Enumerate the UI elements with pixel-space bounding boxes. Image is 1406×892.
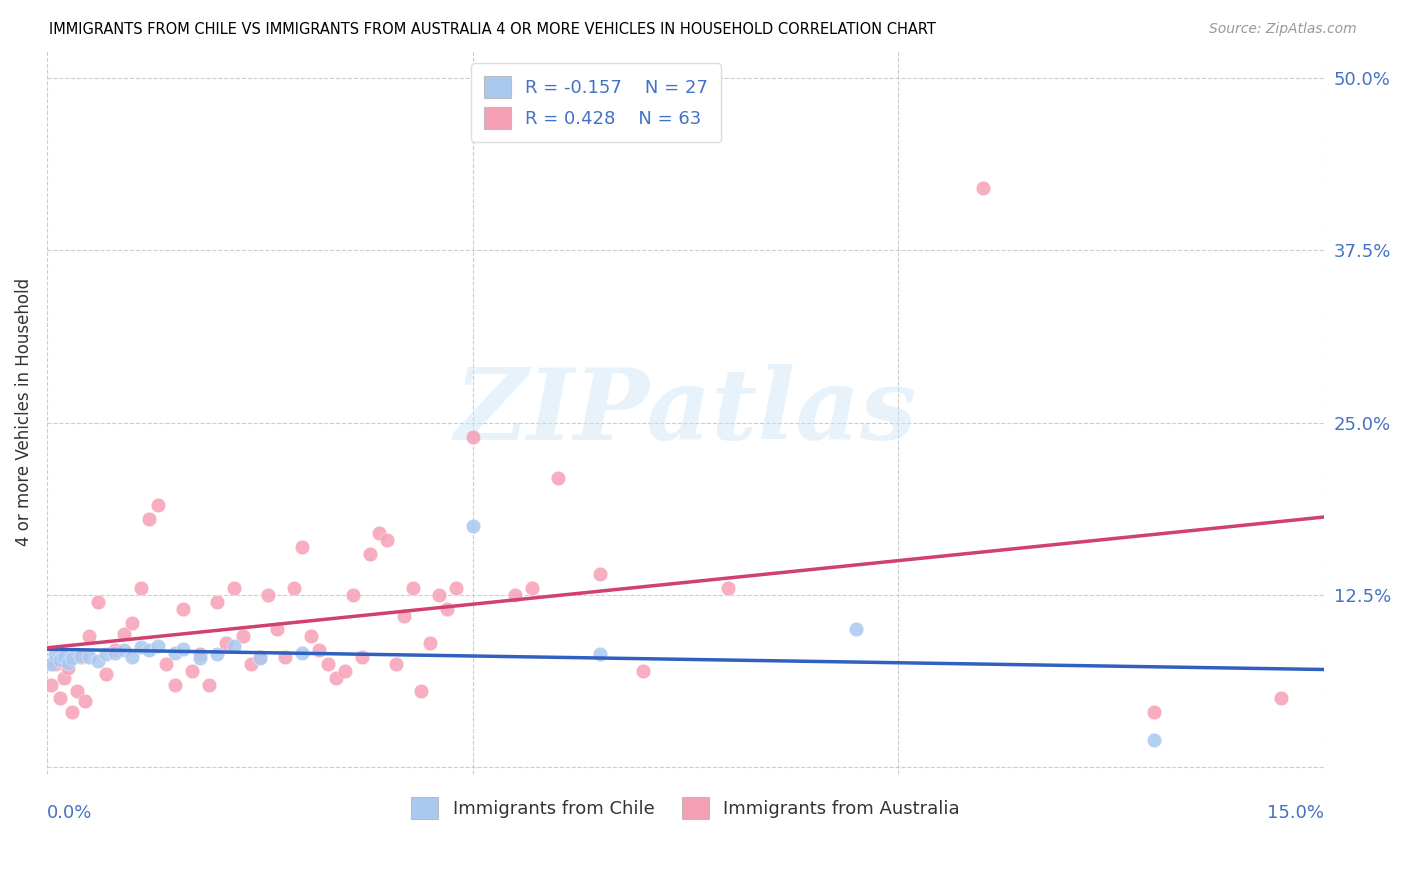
Y-axis label: 4 or more Vehicles in Household: 4 or more Vehicles in Household: [15, 278, 32, 547]
Point: [394, 608, 416, 623]
Point: [845, 623, 868, 637]
Point: [129, 640, 152, 655]
Point: [411, 684, 433, 698]
Point: [96, 666, 118, 681]
Point: [520, 581, 543, 595]
Point: [367, 526, 389, 541]
Point: [62, 705, 84, 719]
Point: [112, 626, 135, 640]
Text: 0.0%: 0.0%: [46, 805, 93, 822]
Point: [112, 643, 135, 657]
Point: [52, 671, 75, 685]
Point: [1143, 705, 1166, 719]
Point: [444, 581, 467, 595]
Point: [197, 677, 219, 691]
Text: 15.0%: 15.0%: [1267, 805, 1324, 822]
Point: [87, 654, 110, 668]
Point: [146, 639, 169, 653]
Point: [146, 499, 169, 513]
Point: [249, 651, 271, 665]
Point: [129, 581, 152, 595]
Point: [385, 657, 408, 671]
Point: [56, 656, 79, 670]
Point: [52, 650, 75, 665]
Point: [138, 512, 160, 526]
Point: [70, 650, 93, 665]
Text: IMMIGRANTS FROM CHILE VS IMMIGRANTS FROM AUSTRALIA 4 OR MORE VEHICLES IN HOUSEHO: IMMIGRANTS FROM CHILE VS IMMIGRANTS FROM…: [49, 22, 936, 37]
Point: [215, 636, 238, 650]
Point: [240, 657, 263, 671]
Point: [1270, 691, 1292, 706]
Point: [104, 643, 127, 657]
Point: [163, 646, 186, 660]
Point: [461, 429, 484, 443]
Point: [205, 647, 228, 661]
Point: [39, 677, 62, 691]
Point: [62, 651, 84, 665]
Point: [155, 657, 177, 671]
Point: [172, 641, 194, 656]
Point: [291, 646, 314, 660]
Point: [333, 664, 356, 678]
Point: [427, 588, 450, 602]
Point: [717, 581, 740, 595]
Point: [402, 581, 425, 595]
Point: [342, 588, 364, 602]
Point: [232, 629, 254, 643]
Point: [589, 647, 612, 661]
Point: [283, 581, 305, 595]
Point: [188, 647, 211, 661]
Point: [224, 639, 246, 653]
Point: [308, 643, 330, 657]
Point: [266, 623, 288, 637]
Point: [249, 650, 271, 665]
Point: [44, 647, 66, 661]
Point: [350, 650, 373, 665]
Point: [180, 664, 202, 678]
Point: [419, 636, 441, 650]
Point: [39, 657, 62, 671]
Point: [70, 648, 93, 663]
Point: [44, 657, 66, 671]
Point: [631, 664, 654, 678]
Text: Source: ZipAtlas.com: Source: ZipAtlas.com: [1209, 22, 1357, 37]
Point: [87, 595, 110, 609]
Point: [325, 671, 347, 685]
Legend: Immigrants from Chile, Immigrants from Australia: Immigrants from Chile, Immigrants from A…: [404, 790, 967, 827]
Point: [359, 547, 381, 561]
Point: [66, 684, 89, 698]
Point: [299, 629, 322, 643]
Point: [56, 661, 79, 675]
Point: [436, 601, 458, 615]
Point: [291, 540, 314, 554]
Point: [75, 694, 97, 708]
Point: [48, 691, 70, 706]
Point: [79, 650, 101, 665]
Point: [377, 533, 399, 547]
Point: [121, 615, 143, 630]
Point: [48, 653, 70, 667]
Point: [461, 519, 484, 533]
Point: [503, 588, 526, 602]
Point: [547, 471, 569, 485]
Point: [79, 629, 101, 643]
Point: [589, 567, 612, 582]
Point: [121, 650, 143, 665]
Point: [316, 657, 339, 671]
Point: [972, 181, 994, 195]
Point: [224, 581, 246, 595]
Point: [163, 677, 186, 691]
Text: ZIPatlas: ZIPatlas: [454, 364, 917, 460]
Point: [138, 643, 160, 657]
Point: [96, 647, 118, 661]
Point: [205, 595, 228, 609]
Point: [1143, 732, 1166, 747]
Point: [172, 601, 194, 615]
Point: [104, 646, 127, 660]
Point: [188, 651, 211, 665]
Point: [274, 650, 297, 665]
Point: [257, 588, 280, 602]
